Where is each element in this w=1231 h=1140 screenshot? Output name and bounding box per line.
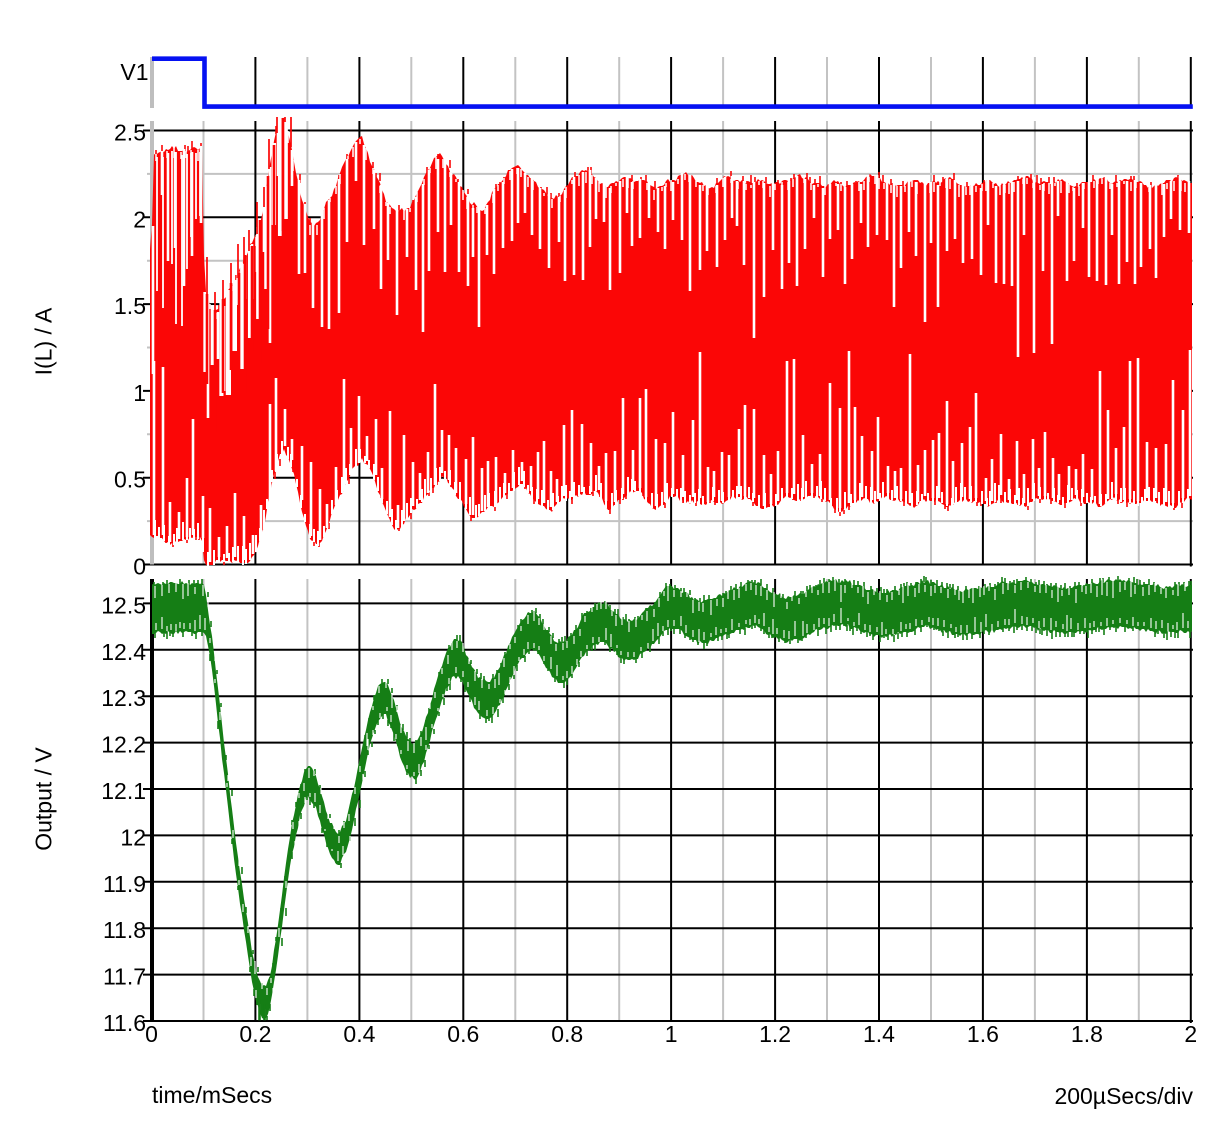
svg-text:1.2: 1.2 <box>759 1021 791 1047</box>
svg-text:12.4: 12.4 <box>101 639 146 665</box>
svg-text:I(L) / A: I(L) / A <box>31 307 57 375</box>
svg-text:1.4: 1.4 <box>863 1021 895 1047</box>
svg-text:V1: V1 <box>120 59 148 85</box>
svg-text:11.7: 11.7 <box>103 964 146 990</box>
svg-text:0.4: 0.4 <box>343 1021 375 1047</box>
svg-text:200µSecs/div: 200µSecs/div <box>1054 1083 1193 1109</box>
svg-text:1.8: 1.8 <box>1071 1021 1103 1047</box>
svg-text:1: 1 <box>133 380 146 406</box>
svg-text:0.2: 0.2 <box>239 1021 271 1047</box>
svg-text:12.1: 12.1 <box>101 778 146 804</box>
svg-text:0.5: 0.5 <box>114 467 146 493</box>
svg-text:12.3: 12.3 <box>101 685 146 711</box>
svg-text:0.8: 0.8 <box>551 1021 583 1047</box>
svg-text:1.5: 1.5 <box>114 293 146 319</box>
svg-text:1.6: 1.6 <box>967 1021 999 1047</box>
svg-text:12.2: 12.2 <box>101 732 146 758</box>
svg-text:12: 12 <box>120 824 146 850</box>
svg-text:1: 1 <box>665 1021 678 1047</box>
svg-text:time/mSecs: time/mSecs <box>152 1082 272 1108</box>
svg-text:0.6: 0.6 <box>447 1021 479 1047</box>
svg-text:12.5: 12.5 <box>101 592 146 618</box>
svg-text:Output / V: Output / V <box>31 747 57 851</box>
svg-text:2: 2 <box>133 206 146 232</box>
svg-text:0: 0 <box>133 554 146 580</box>
svg-text:11.6: 11.6 <box>103 1010 146 1036</box>
svg-text:0: 0 <box>145 1021 158 1047</box>
svg-text:11.9: 11.9 <box>103 871 146 897</box>
svg-text:2: 2 <box>1184 1021 1197 1047</box>
svg-text:11.8: 11.8 <box>103 917 146 943</box>
svg-text:2.5: 2.5 <box>114 120 146 146</box>
